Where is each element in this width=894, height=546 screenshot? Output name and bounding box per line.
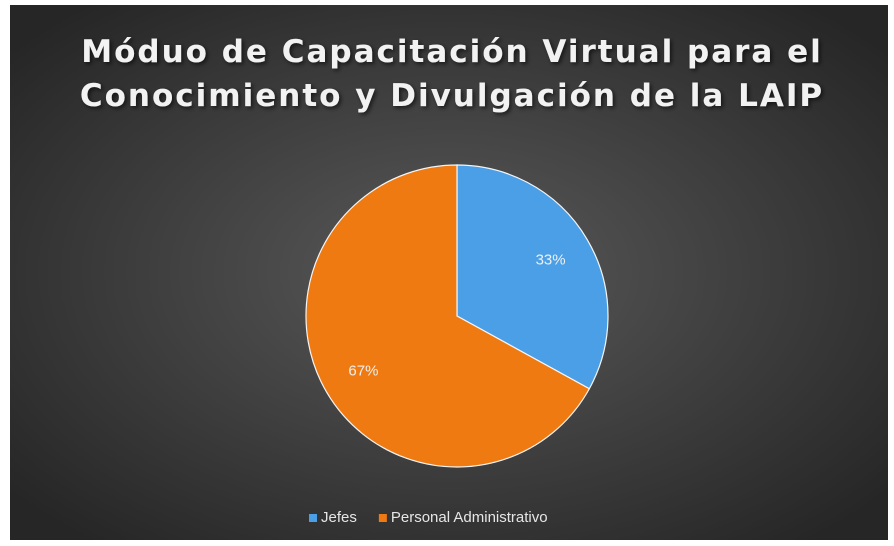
data-label: 67%: [348, 362, 378, 379]
chart-title: Móduo de Capacitación Virtual para el: [81, 34, 823, 70]
chart-title: Conocimiento y Divulgación de la LAIP: [80, 78, 824, 114]
pie-slice: [456, 164, 609, 390]
legend-label: Jefes: [321, 509, 357, 526]
data-label: 33%: [536, 252, 566, 269]
legend-label: Personal Administrativo: [391, 509, 548, 526]
legend-swatch: [309, 514, 317, 522]
pie-slice: [305, 164, 591, 468]
legend-swatch: [378, 514, 387, 522]
